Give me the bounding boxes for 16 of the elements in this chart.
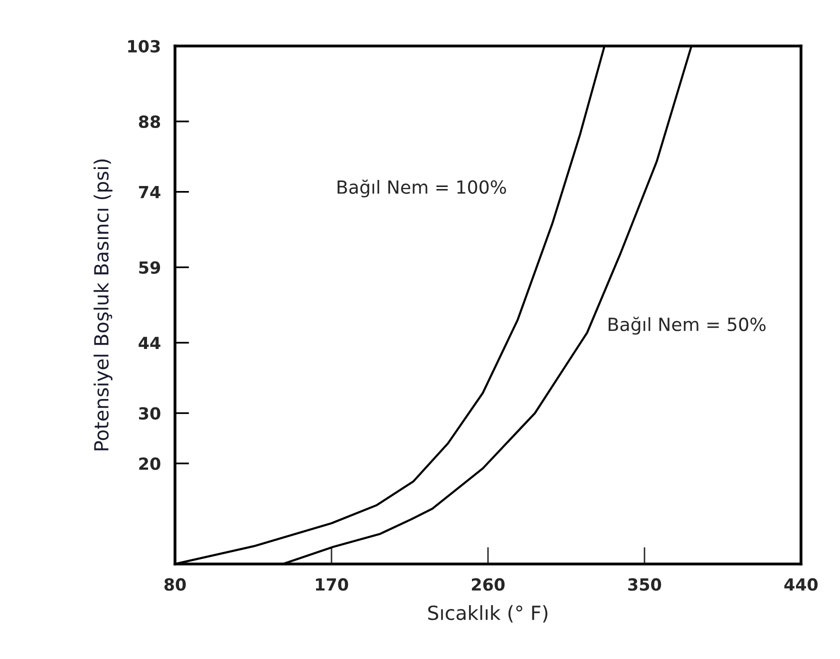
x-tick-label: 170: [316, 578, 348, 591]
y-tick-label: 20: [139, 457, 160, 470]
y-tick-label: 59: [139, 261, 160, 274]
y-axis-title: Potensiyel Boşluk Basıncı (psi): [94, 159, 112, 450]
annotation: Bağıl Nem = 50%: [608, 316, 766, 335]
y-tick-label: 30: [139, 407, 160, 420]
x-tick-label: 260: [472, 578, 505, 591]
y-tick-label: 44: [138, 336, 160, 350]
y-tick-label: 74: [139, 186, 160, 198]
x-axis-title: Sıcaklık (° F): [428, 605, 548, 622]
y-tick-label: 103: [128, 40, 160, 53]
y-tick-label: 88: [138, 115, 160, 128]
x-tick-label: 80: [164, 578, 186, 591]
x-tick-label: 350: [628, 578, 662, 591]
annotation: Bağıl Nem = 100%: [338, 179, 506, 198]
x-tick-label: 440: [784, 578, 818, 591]
